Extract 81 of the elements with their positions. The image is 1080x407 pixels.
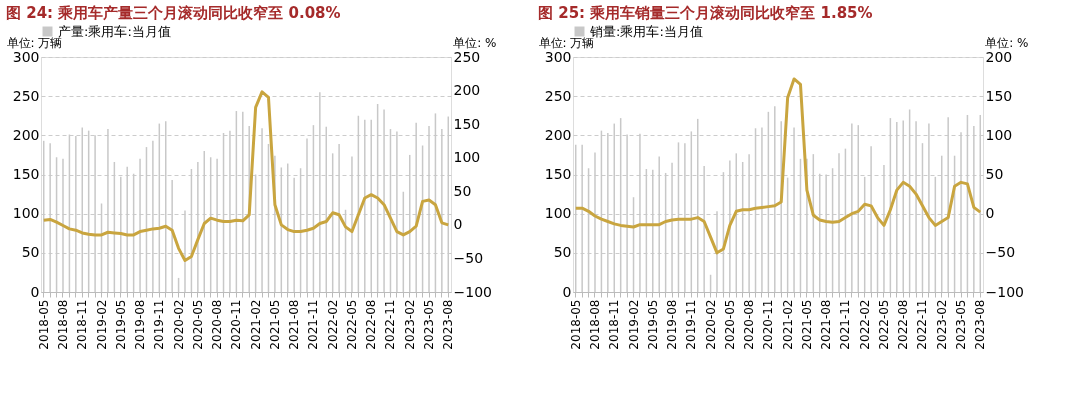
y-tick-label: 50 xyxy=(21,244,40,261)
x-tick-label: 2020-11 xyxy=(229,299,244,350)
x-tick-label: 2021-05 xyxy=(799,299,814,350)
y2-tick-label: 100 xyxy=(985,126,1013,143)
y-tick-label: 0 xyxy=(30,283,40,300)
y2-tick-label: 150 xyxy=(453,115,481,132)
x-tick-label: 2022-02 xyxy=(857,299,872,350)
x-tick-label: 2021-08 xyxy=(287,299,302,350)
x-tick-label: 2020-02 xyxy=(703,299,718,350)
y-tick-label: 200 xyxy=(12,126,40,143)
x-tick-label: 2019-08 xyxy=(133,299,148,350)
x-tick-label: 2020-02 xyxy=(171,299,186,350)
x-tick-label: 2020-05 xyxy=(722,299,737,350)
x-tick-label: 2023-05 xyxy=(422,299,437,350)
x-tick-label: 2018-11 xyxy=(75,299,90,350)
x-tick-label: 2021-08 xyxy=(819,299,834,350)
y-tick-label: 300 xyxy=(544,48,572,65)
y-tick-label: 100 xyxy=(544,205,572,222)
legend-label: 产量:乘用车:当月值 xyxy=(58,23,171,39)
y2-tick-label: 0 xyxy=(453,216,463,233)
x-tick-label: 2021-02 xyxy=(780,299,795,350)
x-tick-label: 2023-05 xyxy=(954,299,969,350)
x-tick-label: 2018-08 xyxy=(55,299,70,350)
y-tick-label: 250 xyxy=(12,87,40,104)
x-tick-label: 2019-05 xyxy=(645,299,660,350)
x-tick-label: 2020-08 xyxy=(210,299,225,350)
y2-tick-label: 50 xyxy=(985,166,1004,182)
y2-tick-label: 100 xyxy=(453,149,481,166)
y2-tick-label: 250 xyxy=(453,48,481,65)
y-tick-label: 150 xyxy=(12,166,40,182)
y2-axis-title: 单位: % xyxy=(453,35,497,50)
x-tick-label: 2023-08 xyxy=(441,299,456,350)
y2-axis-title: 单位: % xyxy=(985,35,1029,50)
line-series xyxy=(574,77,982,255)
y2-tick-label: −50 xyxy=(453,249,484,266)
y2-tick-label: −100 xyxy=(453,283,492,300)
y2-tick-label: 200 xyxy=(985,48,1013,65)
y-tick-label: 150 xyxy=(544,166,572,182)
line-series xyxy=(42,90,450,262)
chart-title: 图 24: 乘用车产量三个月滚动同比收窄至 0.08% xyxy=(6,4,341,22)
y-tick-label: 300 xyxy=(12,48,40,65)
x-tick-label: 2022-11 xyxy=(915,299,930,350)
x-tick-label: 2021-05 xyxy=(267,299,282,350)
x-tick-label: 2022-08 xyxy=(896,299,911,350)
y2-tick-label: −50 xyxy=(985,244,1016,261)
x-tick-label: 2019-08 xyxy=(665,299,680,350)
y2-tick-label: 0 xyxy=(985,205,995,222)
x-tick-label: 2023-02 xyxy=(402,299,417,350)
y2-tick-label: 50 xyxy=(453,182,472,199)
x-tick-label: 2018-08 xyxy=(587,299,602,350)
x-tick-label: 2021-11 xyxy=(306,299,321,350)
y2-tick-label: 150 xyxy=(985,87,1013,104)
x-tick-label: 2018-05 xyxy=(36,299,51,350)
x-tick-label: 2022-08 xyxy=(364,299,379,350)
legend-label: 销量:乘用车:当月值 xyxy=(589,23,703,39)
x-tick-label: 2018-11 xyxy=(607,299,622,350)
x-tick-label: 2018-05 xyxy=(568,299,583,350)
x-tick-label: 2021-02 xyxy=(248,299,263,350)
x-tick-label: 2022-05 xyxy=(876,299,891,350)
x-tick-label: 2023-08 xyxy=(973,299,988,350)
y-tick-label: 250 xyxy=(544,87,572,104)
x-tick-label: 2020-08 xyxy=(742,299,757,350)
x-tick-label: 2022-05 xyxy=(344,299,359,350)
y2-tick-label: 200 xyxy=(453,82,481,99)
x-tick-label: 2023-02 xyxy=(934,299,949,350)
x-tick-label: 2019-11 xyxy=(684,299,699,350)
y-tick-label: 50 xyxy=(553,244,572,261)
y-tick-label: 200 xyxy=(544,126,572,143)
y-tick-label: 0 xyxy=(562,283,572,300)
x-tick-label: 2020-11 xyxy=(761,299,776,350)
x-tick-label: 2022-11 xyxy=(383,299,398,350)
x-tick-label: 2019-05 xyxy=(113,299,128,350)
chart-title: 图 25: 乘用车销量三个月滚动同比收窄至 1.85% xyxy=(538,4,873,22)
x-tick-label: 2020-05 xyxy=(190,299,205,350)
y2-tick-label: −100 xyxy=(985,283,1024,300)
x-tick-label: 2019-02 xyxy=(626,299,641,350)
x-tick-label: 2019-02 xyxy=(94,299,109,350)
x-tick-label: 2019-11 xyxy=(152,299,167,350)
x-tick-label: 2021-11 xyxy=(838,299,853,350)
x-tick-label: 2022-02 xyxy=(325,299,340,350)
y-tick-label: 100 xyxy=(12,205,40,222)
